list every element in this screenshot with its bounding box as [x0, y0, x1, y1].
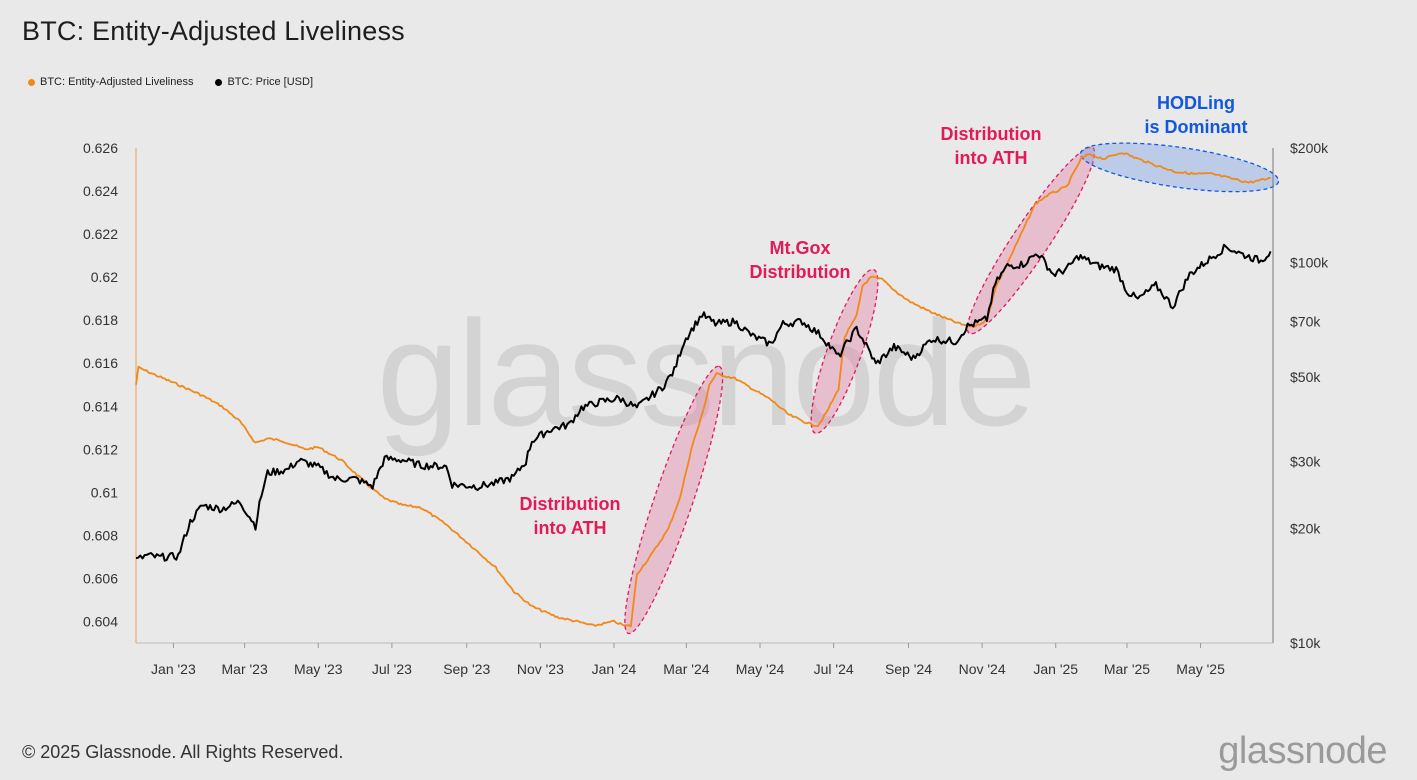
copyright-footer: © 2025 Glassnode. All Rights Reserved. — [22, 742, 344, 762]
x-tick-label: May '23 — [294, 661, 343, 677]
price-series-line — [135, 243, 1272, 562]
y-left-tick-label: 0.614 — [83, 398, 118, 414]
axes: 0.604 0.606 0.608 0.61 0.612 0.614 0.616 0.618 0… — [83, 140, 1329, 677]
legend-label: BTC: Price [USD] — [227, 76, 314, 88]
y-right-tick-label: $30k — [1290, 453, 1321, 469]
annotation-label-1: Distribution — [520, 494, 621, 514]
y-left-tick-label: 0.616 — [83, 355, 118, 371]
y-right-tick-label: $10k — [1290, 635, 1321, 651]
x-tick-label: Jan '23 — [151, 661, 196, 677]
x-tick-label: Nov '24 — [959, 661, 1006, 677]
x-tick-label: May '25 — [1176, 661, 1225, 677]
legend-item-liveliness[interactable]: BTC: Entity-Adjusted Liveliness — [28, 76, 193, 88]
x-tick-label: Jan '24 — [592, 661, 637, 677]
x-tick-label: Mar '25 — [1104, 661, 1150, 677]
x-tick-label: Sep '23 — [443, 661, 490, 677]
x-tick-label: Jul '24 — [814, 661, 854, 677]
legend-dot-orange-icon — [28, 78, 35, 86]
annotation-label-2: Distribution — [750, 262, 851, 282]
x-tick-label: Jan '25 — [1033, 661, 1078, 677]
annotation-ellipse-1 — [624, 365, 724, 635]
y-left-tick-label: 0.624 — [83, 183, 118, 199]
annotation-ellipse-4 — [1079, 142, 1280, 193]
y-left-tick-label: 0.606 — [83, 570, 118, 586]
annotation-ellipse-2 — [810, 268, 879, 435]
y-right-tick-label: $70k — [1290, 313, 1321, 329]
chart-title: BTC: Entity-Adjusted Liveliness — [22, 16, 405, 46]
y-left-tick-label: 0.618 — [83, 312, 118, 328]
annotation-shapes — [624, 142, 1280, 635]
annotation-text: Distribution into ATH Mt.Gox Distribution Di… — [520, 93, 1248, 538]
y-right-tick-label: $20k — [1290, 520, 1321, 536]
liveliness-series-line — [135, 152, 1271, 628]
annotation-label-2: Mt.Gox — [770, 238, 831, 258]
annotation-label-1: into ATH — [534, 518, 607, 538]
y-left-tick-label: 0.608 — [83, 527, 118, 543]
x-tick-label: Mar '24 — [663, 661, 709, 677]
x-tick-label: Nov '23 — [517, 661, 564, 677]
x-tick-label: Mar '23 — [222, 661, 268, 677]
y-left-tick-label: 0.604 — [83, 613, 118, 629]
y-right-tick-label: $50k — [1290, 369, 1321, 385]
y-right-tick-label: $200k — [1290, 140, 1329, 156]
annotation-ellipse-3 — [966, 146, 1096, 335]
x-tick-label: Jul '23 — [372, 661, 412, 677]
x-tick-label: Sep '24 — [885, 661, 932, 677]
legend-label: BTC: Entity-Adjusted Liveliness — [40, 76, 194, 88]
annotation-label-4: is Dominant — [1144, 117, 1247, 137]
y-left-tick-label: 0.62 — [91, 269, 118, 285]
annotation-label-3: into ATH — [955, 148, 1028, 168]
y-left-tick-label: 0.612 — [83, 441, 118, 457]
legend-item-price[interactable]: BTC: Price [USD] — [215, 76, 313, 88]
series-layer — [135, 152, 1272, 628]
y-left-tick-label: 0.622 — [83, 226, 118, 242]
y-right-tick-label: $100k — [1290, 255, 1329, 271]
y-left-tick-label: 0.626 — [83, 140, 118, 156]
legend-dot-black-icon — [215, 78, 223, 86]
annotation-label-3: Distribution — [941, 124, 1042, 144]
x-tick-label: May '24 — [736, 661, 785, 677]
y-left-tick-label: 0.61 — [91, 484, 118, 500]
brand-logo: glassnode — [1218, 730, 1387, 772]
chart-legend: BTC: Entity-Adjusted Liveliness BTC: Pri… — [28, 76, 313, 88]
chart-canvas: glassnode 0.6040.6060.6080.610.6120.6140… — [83, 93, 1329, 677]
annotation-label-4: HODLing — [1157, 93, 1235, 113]
